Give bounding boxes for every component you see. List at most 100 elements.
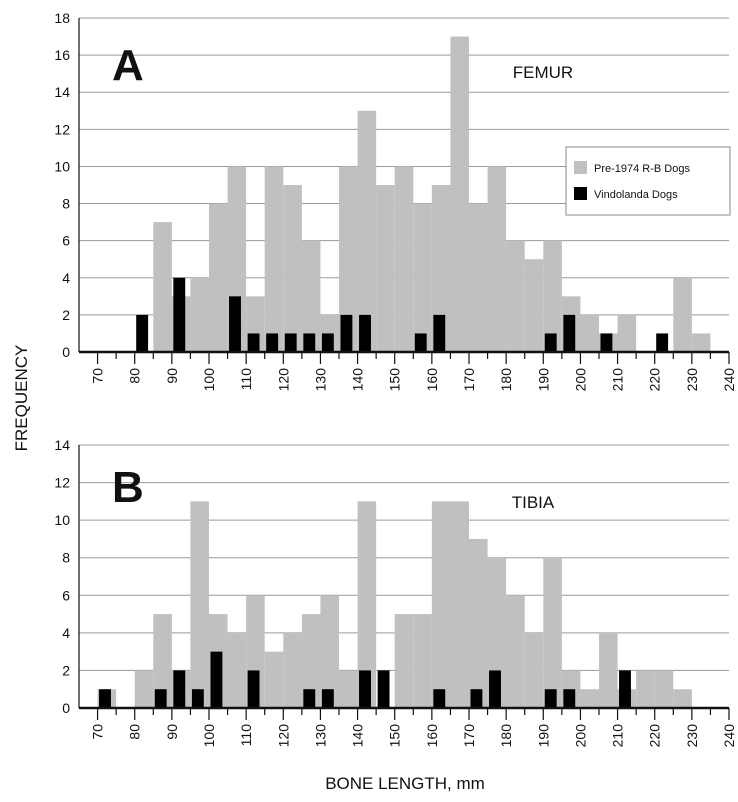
bar-pre1974 xyxy=(469,203,488,352)
bar-vindolanda xyxy=(470,689,483,708)
bar-vindolanda xyxy=(303,689,316,708)
bar-vindolanda xyxy=(303,333,316,352)
bar-vindolanda xyxy=(489,670,501,708)
x-tick-label: 80 xyxy=(127,724,143,740)
bar-pre1974 xyxy=(543,240,562,352)
femur-panel: 0 2 4 6 8 10 12 14 16 18 70 80 90 100 110 120 130 140 150 1… xyxy=(54,10,737,391)
legend-swatch xyxy=(574,161,587,174)
x-tick-label: 240 xyxy=(721,724,737,748)
x-tick-label: 120 xyxy=(275,368,291,392)
bar-pre1974 xyxy=(190,501,209,708)
bar-pre1974 xyxy=(357,501,377,708)
legend-box xyxy=(565,146,731,216)
x-tick-label: 180 xyxy=(498,724,514,748)
y-tick-label: 0 xyxy=(62,700,70,716)
x-tick-label: 90 xyxy=(164,368,180,384)
x-tick-label: 220 xyxy=(647,724,663,748)
bar-pre1974 xyxy=(487,166,507,352)
bar-vindolanda xyxy=(433,689,446,708)
x-tick-label: 140 xyxy=(350,724,366,748)
legend-swatch xyxy=(574,187,587,200)
bar-pre1974 xyxy=(227,632,247,708)
bar-pre1974 xyxy=(450,36,469,353)
bar-vindolanda xyxy=(563,314,576,352)
x-tick-label: 240 xyxy=(721,368,737,392)
bar-pre1974 xyxy=(339,166,358,352)
bar-pre1974 xyxy=(153,614,172,708)
y-tick-label: 4 xyxy=(62,270,70,286)
x-tick-label: 170 xyxy=(461,368,477,392)
x-tick-label: 140 xyxy=(350,368,366,392)
bar-pre1974 xyxy=(691,333,711,352)
x-tick-label: 160 xyxy=(424,368,440,392)
y-tick-label: 10 xyxy=(54,512,70,528)
bar-pre1974 xyxy=(673,689,692,708)
x-tick-label: 150 xyxy=(387,368,403,392)
bar-pre1974 xyxy=(431,185,451,352)
bar-pre1974 xyxy=(580,314,599,352)
y-tick-label: 8 xyxy=(62,196,70,212)
y-tick-label: 18 xyxy=(54,10,70,26)
bar-vindolanda xyxy=(377,670,390,708)
bar-vindolanda xyxy=(136,314,149,352)
y-tick-label: 2 xyxy=(62,662,70,678)
x-tick-label: 100 xyxy=(201,724,217,748)
bar-pre1974 xyxy=(283,632,302,708)
bar-vindolanda xyxy=(266,333,279,352)
bar-pre1974 xyxy=(636,670,655,708)
bar-pre1974 xyxy=(376,185,395,352)
bar-pre1974 xyxy=(413,614,432,708)
bar-pre1974 xyxy=(506,240,525,352)
bar-vindolanda xyxy=(340,314,353,352)
bar-pre1974 xyxy=(413,203,432,352)
bar-pre1974 xyxy=(320,595,339,708)
x-axis-label: BONE LENGTH, mm xyxy=(325,774,485,793)
y-tick-label: 12 xyxy=(54,475,70,491)
bar-pre1974 xyxy=(264,651,284,708)
legend-label: Pre-1974 R-B Dogs xyxy=(594,163,690,175)
x-tick-label: 100 xyxy=(201,368,217,392)
bar-vindolanda xyxy=(656,333,669,352)
x-tick-label: 150 xyxy=(387,724,403,748)
x-tick-label: 230 xyxy=(684,724,700,748)
x-tick-label: 190 xyxy=(535,368,551,392)
panel-letter: A xyxy=(112,41,144,90)
bar-pre1974 xyxy=(153,222,172,352)
y-tick-label: 0 xyxy=(62,344,70,360)
x-tick-label: 160 xyxy=(424,724,440,748)
y-axis-label: FREQUENCY xyxy=(12,345,31,452)
x-tick-label: 70 xyxy=(90,724,106,740)
bar-vindolanda xyxy=(191,689,204,708)
x-tick-label: 90 xyxy=(164,724,180,740)
bar-pre1974 xyxy=(339,670,358,708)
panel-title: FEMUR xyxy=(513,63,573,82)
bar-vindolanda xyxy=(433,314,446,352)
x-tick-label: 210 xyxy=(610,724,626,748)
x-tick-label: 220 xyxy=(647,368,663,392)
bar-pre1974 xyxy=(283,185,302,352)
x-tick-label: 200 xyxy=(572,368,588,392)
bar-pre1974 xyxy=(301,614,321,708)
panel-title: TIBIA xyxy=(512,493,555,512)
bar-pre1974 xyxy=(654,670,674,708)
x-tick-label: 190 xyxy=(535,724,551,748)
bar-vindolanda xyxy=(563,689,576,708)
bar-vindolanda xyxy=(544,333,557,352)
bar-pre1974 xyxy=(301,240,321,352)
panel-letter: B xyxy=(112,463,144,512)
bar-pre1974 xyxy=(673,277,692,352)
bar-vindolanda xyxy=(247,333,260,352)
bar-pre1974 xyxy=(580,689,599,708)
x-tick-label: 170 xyxy=(461,724,477,748)
bar-pre1974 xyxy=(209,203,228,352)
y-tick-label: 8 xyxy=(62,550,70,566)
x-tick-label: 200 xyxy=(572,724,588,748)
y-tick-label: 14 xyxy=(54,437,70,453)
y-tick-label: 4 xyxy=(62,625,70,641)
y-tick-label: 2 xyxy=(62,307,70,323)
bar-vindolanda xyxy=(600,333,613,352)
bar-vindolanda xyxy=(284,333,297,352)
bar-pre1974 xyxy=(394,166,414,352)
bar-pre1974 xyxy=(357,110,377,353)
